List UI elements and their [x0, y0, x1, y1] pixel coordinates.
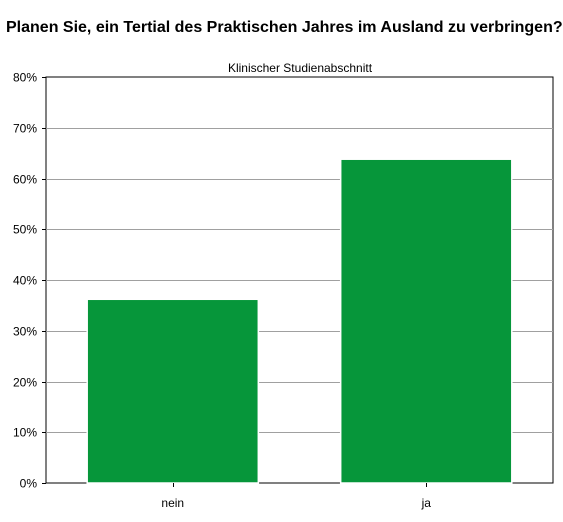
- x-tick-label: nein: [161, 496, 184, 510]
- bar-nein: [86, 298, 260, 484]
- y-tick-label: 80%: [13, 71, 37, 85]
- y-axis-ticks: 0% 10% 20% 30% 40% 50% 60% 70% 80%: [13, 71, 46, 491]
- bar-ja: [339, 158, 513, 484]
- chart-title: Planen Sie, ein Tertial des Praktischen …: [6, 19, 563, 36]
- y-tick-label: 10%: [13, 426, 37, 440]
- y-tick-label: 30%: [13, 325, 37, 339]
- y-tick-label: 70%: [13, 122, 37, 136]
- y-tick-label: 60%: [13, 173, 37, 187]
- y-tick-label: 20%: [13, 376, 37, 390]
- x-tick-label: ja: [421, 496, 432, 510]
- y-tick-label: 40%: [13, 274, 37, 288]
- y-tick-label: 0%: [20, 477, 38, 491]
- chart-subtitle: Klinischer Studienabschnitt: [228, 61, 373, 75]
- x-axis-ticks: nein ja: [161, 483, 431, 510]
- y-tick-label: 50%: [13, 223, 37, 237]
- bars: [86, 158, 513, 484]
